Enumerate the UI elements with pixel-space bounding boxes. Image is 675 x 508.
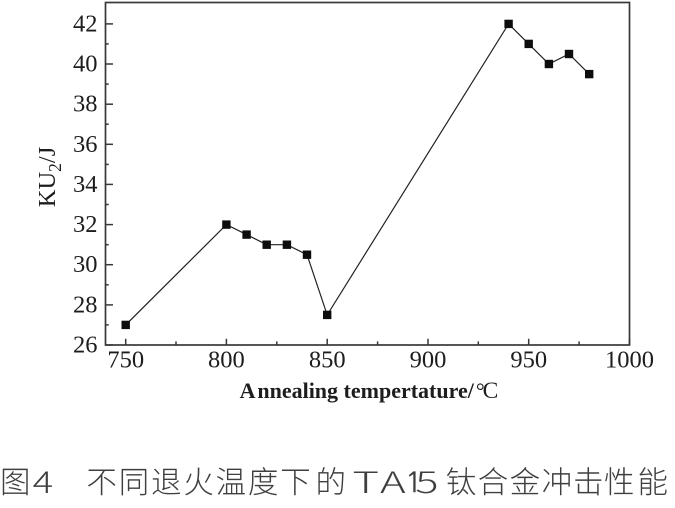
svg-text:26: 26	[73, 332, 98, 359]
svg-text:850: 850	[309, 347, 346, 374]
svg-text:A nnealing tempertature/°C: A nnealing tempertature/°C	[240, 378, 499, 404]
svg-text:30: 30	[73, 251, 98, 278]
svg-text:1000: 1000	[605, 347, 654, 374]
svg-text:950: 950	[510, 347, 547, 374]
svg-text:40: 40	[73, 51, 98, 78]
svg-text:800: 800	[208, 347, 245, 374]
svg-text:900: 900	[410, 347, 447, 374]
svg-text:34: 34	[73, 171, 98, 198]
svg-text:28: 28	[73, 291, 98, 318]
svg-text:KU2/J: KU2/J	[34, 146, 65, 207]
svg-text:32: 32	[73, 211, 98, 238]
svg-text:38: 38	[73, 91, 98, 118]
svg-text:42: 42	[73, 10, 98, 37]
svg-text:36: 36	[73, 131, 98, 158]
svg-text:750: 750	[107, 347, 144, 374]
